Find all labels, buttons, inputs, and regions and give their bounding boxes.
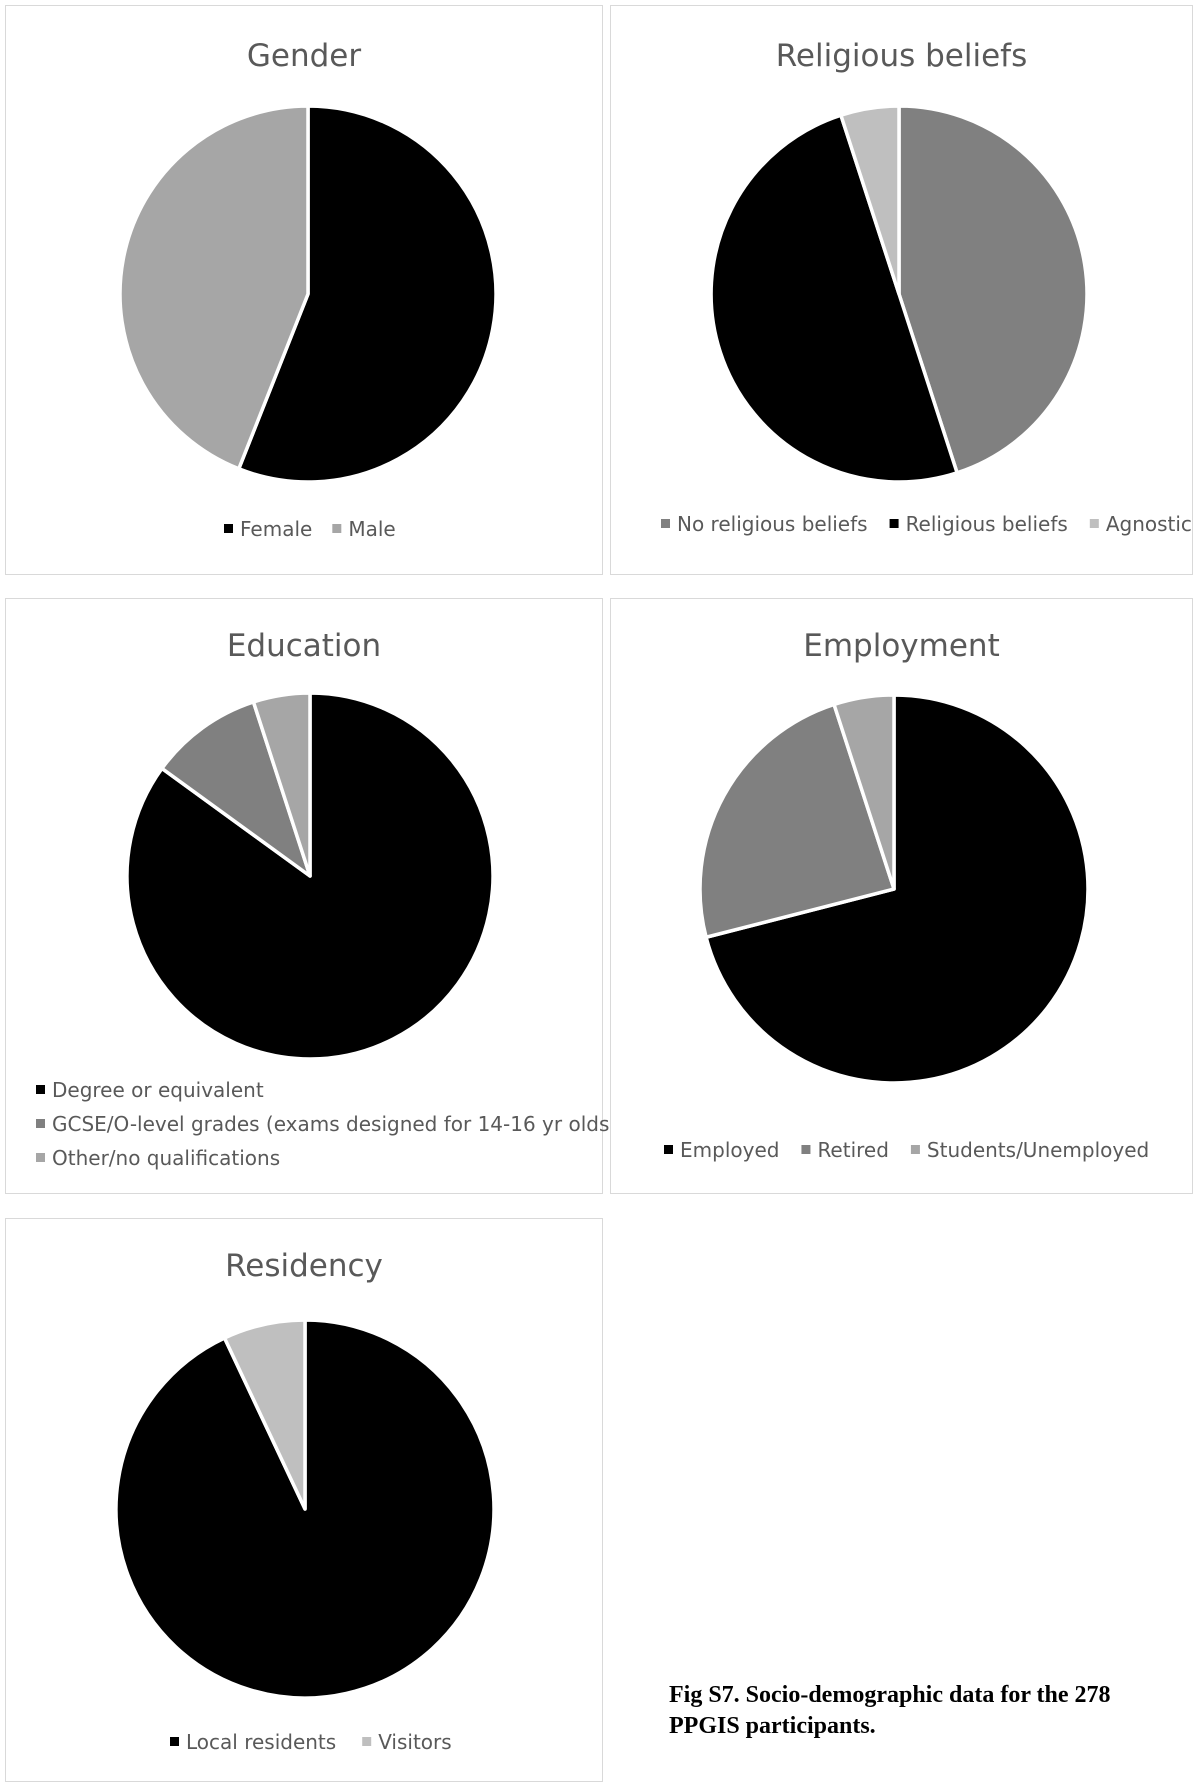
gender-slice-male <box>118 104 310 471</box>
education-legend-marker-gcse-o-level-grades-exams-designed-for-14-16-yr-olds <box>36 1119 45 1128</box>
gender-legend-label-female: Female <box>240 517 312 541</box>
residency-slice-visitors <box>222 1318 307 1511</box>
education-legend-marker-other-no-qualifications <box>36 1153 45 1162</box>
gender-legend-marker-male <box>332 524 342 533</box>
gender-chart-panel: Gender Female Male <box>5 5 603 575</box>
gender-pie-svg: Gender Female Male <box>118 38 498 541</box>
residency-chart-title: Residency <box>225 1248 383 1284</box>
employment-legend-label-retired: Retired <box>817 1138 888 1162</box>
religious-beliefs-pie-svg: Religious beliefs No religious beliefs Rel… <box>661 38 1192 536</box>
gender-slice-female <box>237 104 498 484</box>
education-legend-label-other-no-qualifications: Other/no qualifications <box>52 1146 280 1170</box>
employment-legend-marker-retired <box>801 1145 811 1154</box>
education-legend-label-degree-or-equivalent: Degree or equivalent <box>52 1078 264 1102</box>
religious-beliefs-slice-no-religious-beliefs <box>897 104 1089 475</box>
education-legend-marker-degree-or-equivalent <box>36 1085 45 1094</box>
education-chart-title: Education <box>227 628 381 664</box>
residency-legend-label-local-residents: Local residents <box>186 1730 336 1754</box>
gender-legend-label-male: Male <box>348 517 395 541</box>
gender-chart-title: Gender <box>247 38 361 74</box>
residency-legend-marker-local-residents <box>170 1737 179 1746</box>
religious-beliefs-legend-label-no-religious-beliefs: No religious beliefs <box>677 512 868 536</box>
religious-beliefs-legend-label-religious-beliefs: Religious beliefs <box>906 512 1068 536</box>
employment-legend-label-employed: Employed <box>680 1138 779 1162</box>
figure-caption: Fig S7. Socio-demographic data for the 2… <box>669 1682 1111 1739</box>
employment-slice-retired <box>698 702 896 939</box>
employment-slice-employed <box>704 693 1090 1085</box>
religious-beliefs-legend-label-agnostic: Agnostic <box>1106 512 1192 536</box>
religious-beliefs-slice-agnostic <box>839 104 901 296</box>
residency-legend-marker-visitors <box>362 1737 372 1746</box>
religious-beliefs-chart-panel: Religious beliefs No religious beliefs Rel… <box>610 5 1193 575</box>
education-chart-panel: Education Degree or equivalent GCSE/O-leve… <box>5 598 617 1194</box>
education-pie-svg: Education Degree or equivalent GCSE/O-leve… <box>36 628 617 1170</box>
employment-pie-svg: Employment Employed Retired Students/Unempl… <box>664 628 1149 1162</box>
residency-pie-svg: Residency Local residents Visitors <box>114 1248 496 1754</box>
religious-beliefs-chart-title: Religious beliefs <box>776 38 1027 74</box>
gender-legend-marker-female <box>224 524 233 533</box>
religious-beliefs-legend-marker-agnostic <box>1089 519 1099 528</box>
education-legend-label-gcse-o-level-grades-exams-designed-for-14-16-yr-olds: GCSE/O-level grades (exams designed for … <box>52 1112 617 1136</box>
religious-beliefs-legend-marker-no-religious-beliefs <box>661 519 670 528</box>
residency-chart-panel: Residency Local residents Visitors <box>5 1218 603 1782</box>
education-slice-other-no-qualifications <box>251 691 312 878</box>
religious-beliefs-legend-marker-religious-beliefs <box>889 519 899 528</box>
education-slice-gcse-o-level-grades-exams-designed-for-14-16-yr-olds <box>160 700 312 878</box>
employment-slice-students-unemployed <box>832 693 896 891</box>
employment-chart-panel: Employment Employed Retired Students/Unempl… <box>610 598 1193 1194</box>
residency-legend-label-visitors: Visitors <box>378 1730 452 1754</box>
employment-chart-title: Employment <box>803 628 999 664</box>
employment-legend-marker-students-unemployed <box>910 1145 920 1154</box>
employment-legend-marker-employed <box>664 1145 673 1154</box>
employment-legend-label-students-unemployed: Students/Unemployed <box>927 1138 1149 1162</box>
religious-beliefs-slice-religious-beliefs <box>709 113 959 484</box>
